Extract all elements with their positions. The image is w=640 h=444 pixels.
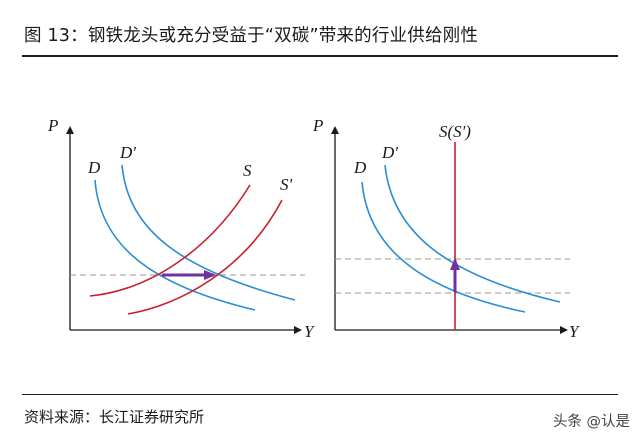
left-label-s-prime: S' [280,175,293,194]
left-demand-curve-d-prime [121,164,296,301]
right-label-s: S(S') [439,122,471,141]
left-supply-curve-s-prime [127,199,283,315]
right-label-d: D [353,158,367,177]
left-label-d: D [87,158,101,177]
bottom-rule [22,394,618,395]
right-axis-label-p: P [312,116,323,135]
left-label-s: S [243,161,252,180]
figure-title: 图 13：钢铁龙头或充分受益于“双碳”带来的行业供给刚性 [24,26,479,46]
source-note: 资料来源：长江证券研究所 [24,408,205,426]
top-rule [22,55,618,57]
right-label-d-prime: D' [381,143,398,162]
left-supply-curve-s [89,184,251,297]
right-demand-curve-d-prime [384,164,561,303]
watermark: 头条 @认是 [552,414,630,430]
right-axis-label-y: Y [569,322,580,341]
left-demand-curve-d [94,179,256,311]
left-label-d-prime: D' [119,143,136,162]
left-axis-label-p: P [47,116,58,135]
right-panel: P Y D D' S(S') [312,116,580,341]
left-axis-label-y: Y [304,322,315,341]
right-demand-curve-d [361,181,526,313]
left-panel: P Y D D' S S' [47,116,315,341]
